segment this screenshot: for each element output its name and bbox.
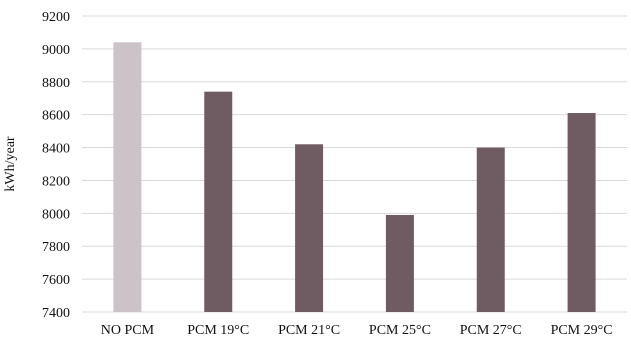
y-tick-label: 8800 <box>42 76 70 91</box>
grid-lines <box>82 15 627 313</box>
y-tick-label: 8000 <box>42 207 70 222</box>
bars <box>113 42 596 313</box>
x-tick-label: PCM 29°C <box>551 323 613 338</box>
y-tick-label: 8200 <box>42 174 70 189</box>
bar <box>476 147 505 312</box>
x-tick-label: PCM 25°C <box>369 323 431 338</box>
bar <box>567 113 596 313</box>
bar <box>385 214 414 312</box>
y-tick-label: 7400 <box>42 306 70 321</box>
x-tick-label: NO PCM <box>101 323 155 338</box>
x-tick-label: PCM 27°C <box>460 323 522 338</box>
bar <box>113 42 142 313</box>
y-tick-label: 8400 <box>42 142 70 157</box>
x-tick-label: PCM 19°C <box>187 323 249 338</box>
y-axis-ticks: 7400 7600 7800 8000 8200 8400 8600 8800 9000 9200 <box>42 10 70 321</box>
y-tick-label: 9000 <box>42 43 70 58</box>
y-axis-title: kWh/year <box>3 136 18 192</box>
y-tick-label: 7800 <box>42 240 70 255</box>
x-tick-label: PCM 21°C <box>278 323 340 338</box>
x-axis-ticks: NO PCM PCM 19°C PCM 21°C PCM 25°C PCM 27°C PC… <box>101 323 613 338</box>
bar <box>295 144 324 312</box>
bar <box>204 91 233 313</box>
y-tick-label: 7600 <box>42 273 70 288</box>
y-tick-label: 8600 <box>42 109 70 124</box>
y-tick-label: 9200 <box>42 10 70 25</box>
